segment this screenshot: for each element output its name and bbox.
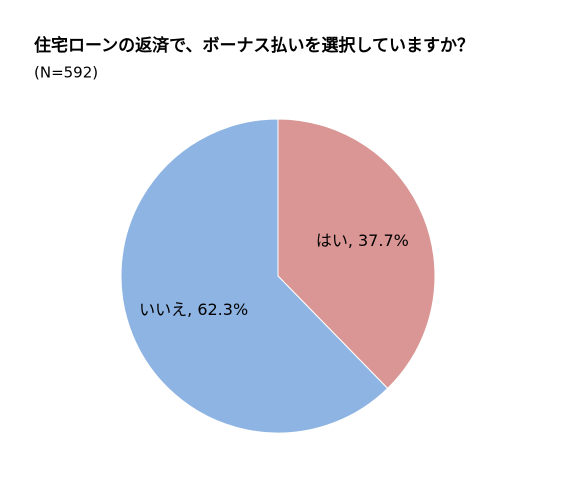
chart-title: 住宅ローンの返済で、ボーナス払いを選択していますか？ bbox=[34, 35, 474, 56]
pie-slice bbox=[120, 118, 389, 434]
pie-slice bbox=[277, 118, 436, 390]
data-label: はい, 37.7% bbox=[316, 231, 409, 250]
chart-subtitle: (N=592) bbox=[34, 64, 98, 82]
data-label: いいえ, 62.3% bbox=[139, 300, 248, 319]
